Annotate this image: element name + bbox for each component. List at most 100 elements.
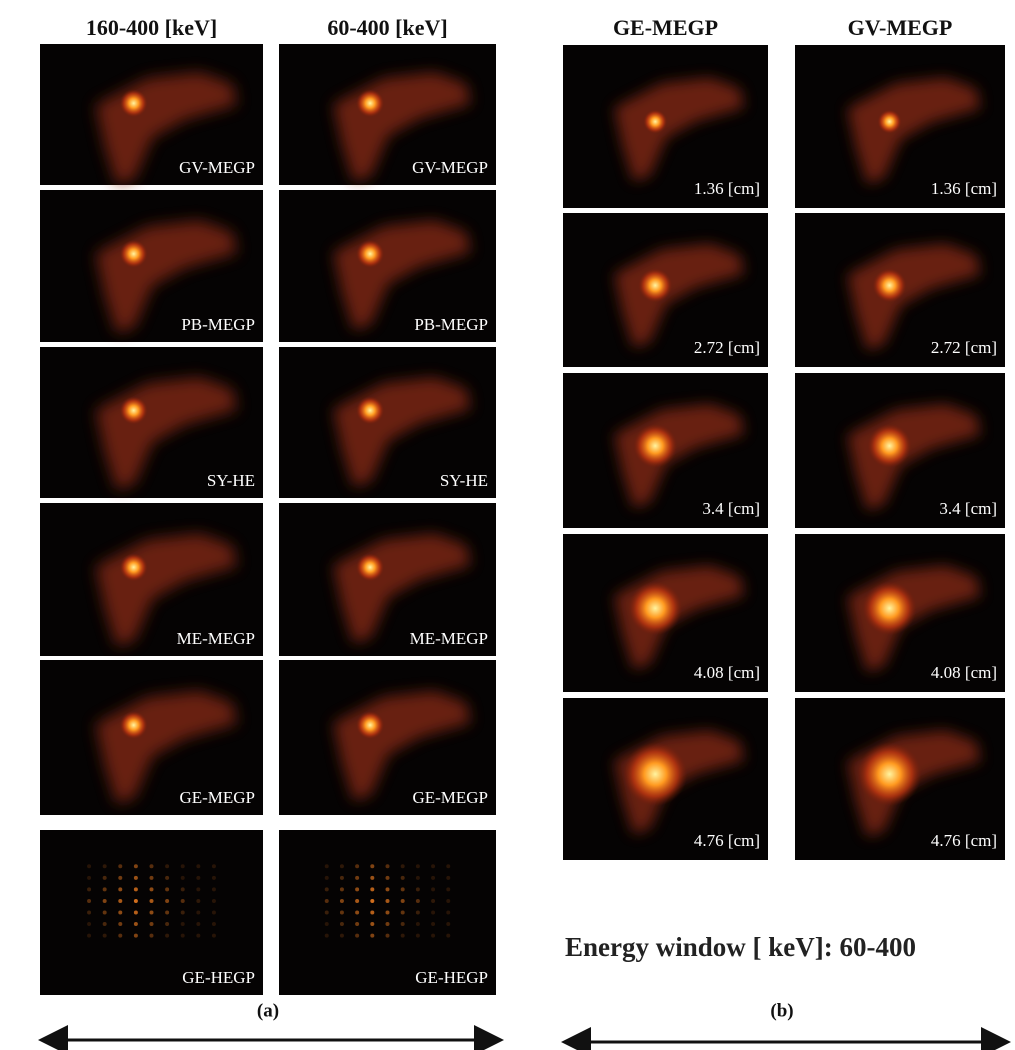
image-label: 1.36 [cm] xyxy=(931,179,997,198)
hot-spot xyxy=(633,424,677,468)
dot xyxy=(118,934,122,938)
dot xyxy=(325,899,329,903)
dot xyxy=(134,876,138,880)
dot xyxy=(118,899,122,903)
dot xyxy=(340,876,344,880)
dot xyxy=(150,922,154,926)
dot xyxy=(103,887,107,891)
dot xyxy=(118,911,122,915)
image-label: 4.76 [cm] xyxy=(694,831,760,850)
dot xyxy=(340,864,344,868)
dot xyxy=(196,934,200,938)
dot xyxy=(325,887,329,891)
dot xyxy=(212,911,216,915)
dot xyxy=(196,899,200,903)
dot xyxy=(386,876,390,880)
dot xyxy=(401,922,405,926)
column-header: GV-MEGP xyxy=(848,15,953,40)
dot xyxy=(401,911,405,915)
image-label: ME-MEGP xyxy=(410,629,488,648)
dot xyxy=(87,922,91,926)
hot-spot xyxy=(356,240,384,268)
image-label: SY-HE xyxy=(440,471,488,490)
dot xyxy=(165,934,169,938)
dot xyxy=(401,887,405,891)
hot-spot xyxy=(356,711,384,739)
dot xyxy=(118,922,122,926)
dot xyxy=(150,887,154,891)
dot xyxy=(103,899,107,903)
dot xyxy=(386,899,390,903)
dot xyxy=(431,899,435,903)
dot xyxy=(446,922,450,926)
hot-spot xyxy=(120,553,148,581)
image-label: GE-MEGP xyxy=(179,788,255,807)
dot xyxy=(401,934,405,938)
dot xyxy=(212,922,216,926)
image-label: GV-MEGP xyxy=(179,158,255,177)
image-label: PB-MEGP xyxy=(414,315,488,334)
hot-spot xyxy=(356,553,384,581)
caption: (b) xyxy=(770,1000,793,1021)
image-label: PB-MEGP xyxy=(181,315,255,334)
image-label: GE-HEGP xyxy=(415,968,488,987)
dot xyxy=(87,864,91,868)
dot xyxy=(181,934,185,938)
image-label: 3.4 [cm] xyxy=(939,499,997,518)
dot xyxy=(134,934,138,938)
dot xyxy=(196,864,200,868)
dot xyxy=(401,899,405,903)
dot xyxy=(181,864,185,868)
dot xyxy=(416,911,420,915)
dot xyxy=(118,864,122,868)
dot xyxy=(325,911,329,915)
dot xyxy=(103,876,107,880)
dot xyxy=(181,922,185,926)
dot xyxy=(386,934,390,938)
dot xyxy=(150,864,154,868)
dot xyxy=(212,864,216,868)
hot-spot xyxy=(356,89,384,117)
dot xyxy=(416,922,420,926)
dot xyxy=(134,911,138,915)
dot xyxy=(370,911,374,915)
dot xyxy=(181,899,185,903)
dot xyxy=(165,864,169,868)
dot xyxy=(416,876,420,880)
dot xyxy=(370,899,374,903)
figure: (a) (b) Energy window [ keV]: 60-400 160… xyxy=(0,0,1015,1050)
dot xyxy=(340,922,344,926)
dot xyxy=(325,876,329,880)
dot xyxy=(181,887,185,891)
hot-spot xyxy=(623,742,687,806)
dot xyxy=(196,887,200,891)
hot-spot xyxy=(868,424,912,468)
dot xyxy=(446,887,450,891)
hot-spot xyxy=(878,110,902,134)
image-label: 2.72 [cm] xyxy=(694,338,760,357)
dot xyxy=(355,911,359,915)
dot xyxy=(416,864,420,868)
image-label: GE-MEGP xyxy=(412,788,488,807)
dot xyxy=(150,911,154,915)
dot xyxy=(446,934,450,938)
dot xyxy=(212,934,216,938)
image-label: GV-MEGP xyxy=(412,158,488,177)
dot xyxy=(386,911,390,915)
dot xyxy=(118,887,122,891)
image-label: 2.72 [cm] xyxy=(931,338,997,357)
dot xyxy=(196,876,200,880)
dot xyxy=(355,864,359,868)
dot xyxy=(103,922,107,926)
energy-note: Energy window [ keV]: 60-400 xyxy=(565,932,916,962)
dot xyxy=(386,887,390,891)
column-header: 60-400 [keV] xyxy=(327,15,447,40)
hot-spot xyxy=(356,396,384,424)
dot xyxy=(212,876,216,880)
dot xyxy=(87,876,91,880)
dot xyxy=(355,887,359,891)
column-header: GE-MEGP xyxy=(613,15,718,40)
dot xyxy=(431,876,435,880)
dot xyxy=(118,876,122,880)
dot xyxy=(340,887,344,891)
